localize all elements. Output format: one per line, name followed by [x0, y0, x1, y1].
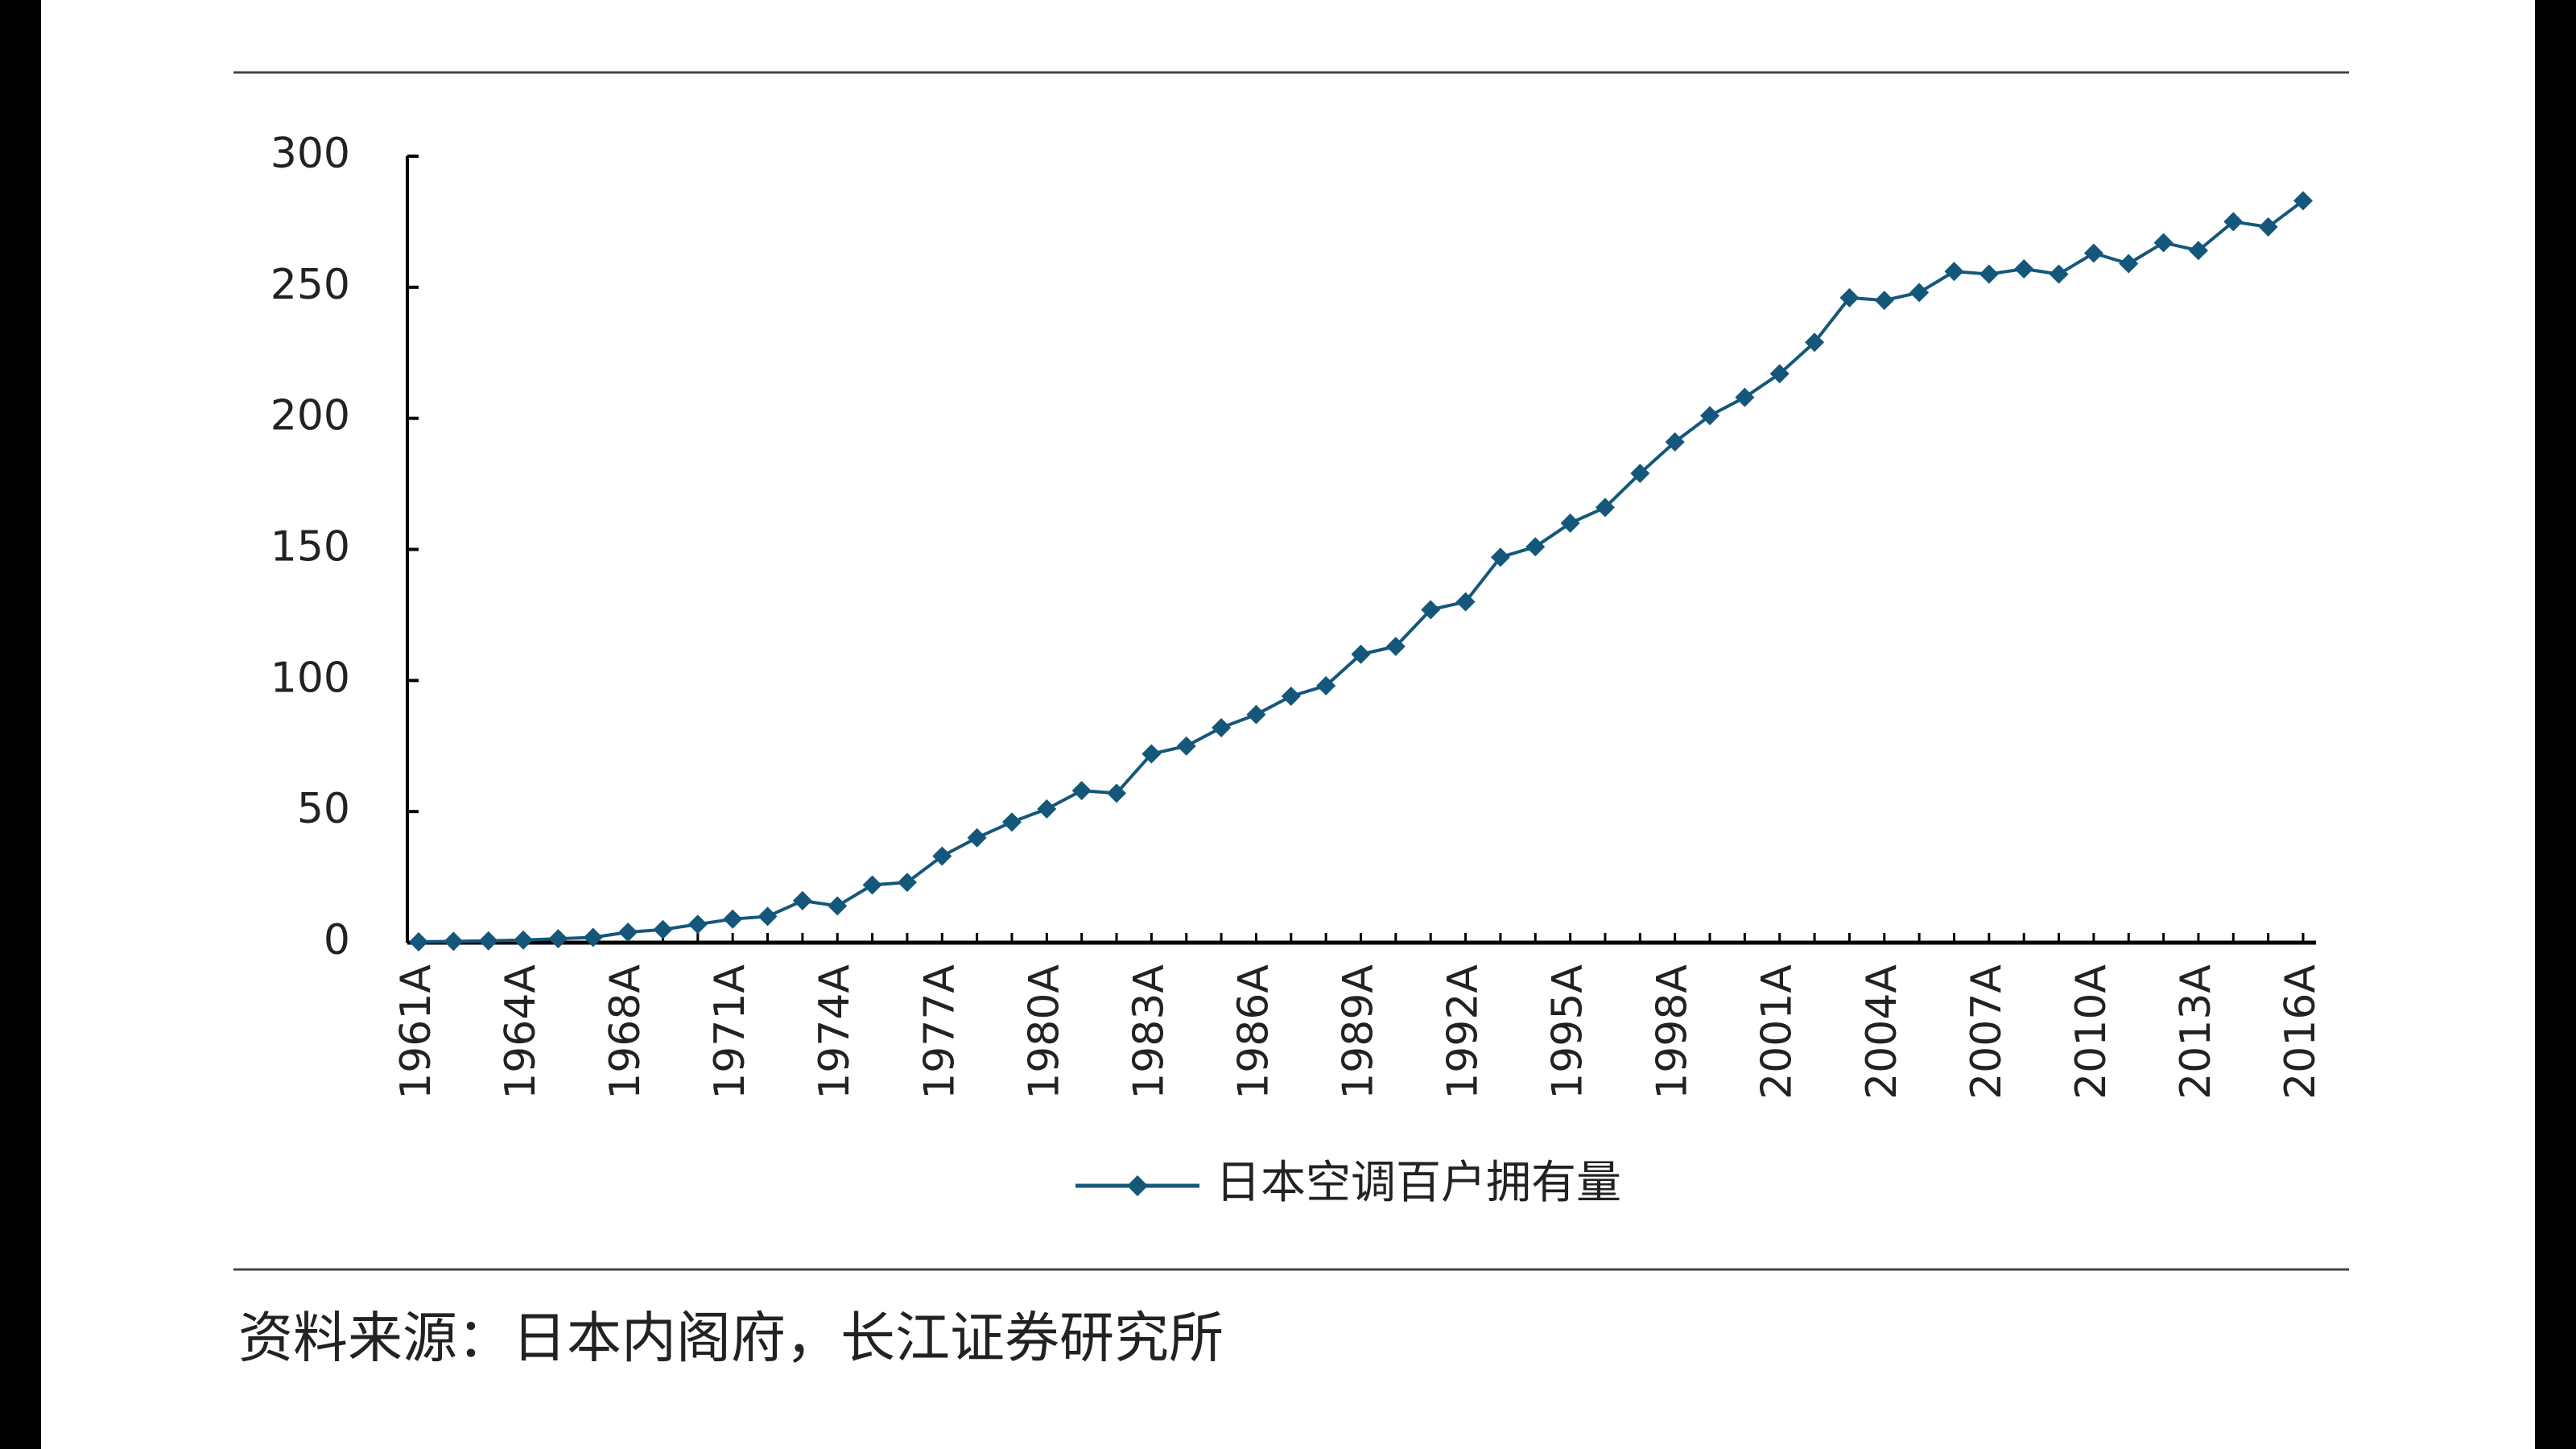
- data-point: [2119, 254, 2139, 274]
- data-point: [2188, 241, 2208, 261]
- x-tick-label: 1986A: [1229, 964, 1278, 1100]
- data-point: [583, 927, 603, 947]
- data-point: [1665, 431, 1685, 452]
- x-tick-label: 1995A: [1544, 964, 1592, 1100]
- data-point: [1490, 547, 1510, 568]
- data-point: [514, 930, 534, 950]
- x-tick-label: 1974A: [811, 964, 859, 1100]
- x-tick-label: 1968A: [601, 964, 650, 1100]
- data-point: [932, 846, 952, 866]
- data-point: [1944, 262, 1964, 282]
- data-point: [1176, 736, 1196, 756]
- data-point: [618, 922, 638, 942]
- x-tick-label: 1961A: [392, 964, 440, 1100]
- data-point: [1141, 744, 1162, 764]
- x-tick-label: 1977A: [915, 964, 964, 1100]
- data-point: [2258, 217, 2278, 237]
- y-tick-label: 100: [270, 654, 350, 702]
- panel: [41, 0, 2535, 1449]
- x-tick-label: 1998A: [1649, 964, 1697, 1100]
- data-point: [687, 914, 708, 935]
- x-tick-label: 2001A: [1753, 964, 1802, 1100]
- data-point: [2083, 243, 2103, 263]
- data-point: [1805, 332, 1825, 353]
- data-point: [409, 932, 428, 952]
- data-point: [1979, 264, 1999, 284]
- y-tick-label: 200: [270, 392, 350, 440]
- x-tick-label: 1964A: [497, 964, 545, 1100]
- legend-marker: [1127, 1175, 1148, 1196]
- data-point: [1560, 513, 1580, 533]
- data-point: [1001, 812, 1022, 832]
- data-point: [653, 919, 673, 939]
- data-point: [478, 931, 498, 951]
- source-note: 资料来源：日本内阁府，长江证券研究所: [238, 1307, 1224, 1371]
- data-point: [1351, 644, 1371, 664]
- x-tick-label: 2013A: [2172, 964, 2220, 1100]
- data-point: [1316, 675, 1336, 696]
- data-point: [1700, 406, 1720, 426]
- y-tick-label: 250: [270, 261, 350, 309]
- data-point: [1525, 537, 1546, 557]
- y-tick-label: 0: [324, 916, 350, 964]
- data-point: [1212, 717, 1232, 737]
- x-tick-label: 1983A: [1125, 964, 1173, 1100]
- data-point: [828, 896, 848, 916]
- data-point: [444, 931, 464, 952]
- data-point: [1909, 283, 1930, 303]
- data-point: [1421, 600, 1441, 620]
- data-point: [1839, 287, 1860, 308]
- data-point: [897, 873, 917, 893]
- data-point: [2153, 233, 2174, 253]
- legend-label: 日本空调百户拥有量: [1216, 1157, 1621, 1209]
- data-point: [792, 890, 812, 910]
- data-point: [1246, 704, 1266, 724]
- data-point: [758, 906, 778, 927]
- data-point: [2223, 212, 2244, 232]
- x-tick-label: 2016A: [2277, 964, 2325, 1100]
- data-point: [967, 828, 987, 848]
- data-point: [862, 875, 882, 895]
- y-tick-label: 50: [297, 785, 350, 833]
- x-tick-label: 1989A: [1335, 964, 1383, 1100]
- data-point: [1107, 783, 1127, 803]
- x-tick-label: 1980A: [1020, 964, 1068, 1100]
- x-tick-label: 2007A: [1963, 964, 2011, 1100]
- data-point: [1071, 781, 1092, 801]
- data-point: [1281, 686, 1301, 706]
- data-point: [723, 909, 743, 929]
- data-point: [1874, 291, 1894, 311]
- x-tick-label: 2010A: [2067, 964, 2116, 1100]
- data-point: [2014, 259, 2034, 279]
- x-tick-label: 2004A: [1858, 964, 1906, 1100]
- data-point: [1735, 387, 1755, 407]
- data-point: [1595, 497, 1615, 518]
- data-point: [1385, 636, 1406, 656]
- x-tick-label: 1992A: [1439, 964, 1488, 1100]
- data-point: [1630, 464, 1650, 484]
- data-point: [1037, 799, 1057, 819]
- data-point: [2293, 191, 2313, 211]
- x-tick-label: 1971A: [706, 964, 754, 1100]
- data-point: [2049, 264, 2069, 284]
- data-point: [548, 929, 568, 949]
- data-point: [1455, 592, 1476, 612]
- y-tick-label: 300: [270, 130, 350, 178]
- data-point: [1769, 364, 1790, 384]
- y-tick-label: 150: [270, 523, 350, 572]
